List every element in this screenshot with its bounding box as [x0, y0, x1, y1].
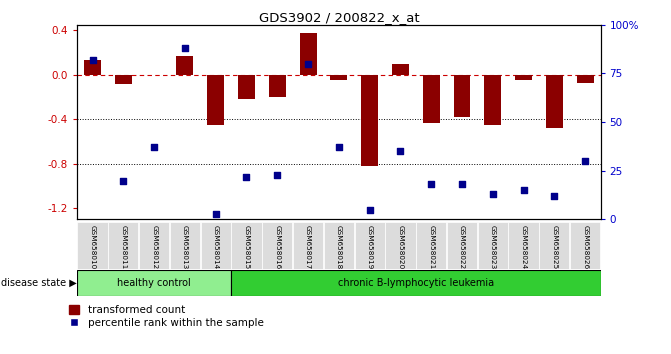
FancyBboxPatch shape	[108, 222, 138, 269]
FancyBboxPatch shape	[77, 222, 107, 269]
Title: GDS3902 / 200822_x_at: GDS3902 / 200822_x_at	[258, 11, 419, 24]
Text: healthy control: healthy control	[117, 278, 191, 288]
Point	[549, 193, 560, 199]
FancyBboxPatch shape	[231, 222, 262, 269]
Text: GSM658025: GSM658025	[552, 225, 558, 269]
Text: GSM658022: GSM658022	[459, 225, 465, 269]
Text: GSM658017: GSM658017	[305, 225, 311, 269]
FancyBboxPatch shape	[478, 222, 508, 269]
Point	[303, 61, 313, 67]
Bar	[454, 75, 470, 117]
Point	[395, 149, 406, 154]
Text: GSM658018: GSM658018	[336, 225, 342, 269]
Text: GSM658012: GSM658012	[151, 225, 157, 269]
FancyBboxPatch shape	[77, 270, 231, 296]
Point	[272, 172, 282, 178]
Bar	[84, 61, 101, 75]
Text: chronic B-lymphocytic leukemia: chronic B-lymphocytic leukemia	[338, 278, 494, 288]
Point	[118, 178, 129, 183]
Text: GSM658021: GSM658021	[428, 225, 434, 269]
FancyBboxPatch shape	[293, 222, 323, 269]
Bar	[299, 33, 317, 75]
Point	[210, 211, 221, 217]
Bar	[484, 75, 501, 125]
Bar	[207, 75, 224, 125]
Point	[180, 45, 191, 51]
Text: GSM658013: GSM658013	[182, 225, 188, 269]
FancyBboxPatch shape	[324, 222, 354, 269]
Text: GSM658020: GSM658020	[397, 225, 403, 269]
Bar	[269, 75, 286, 97]
Bar	[238, 75, 255, 99]
FancyBboxPatch shape	[231, 270, 601, 296]
Text: GSM658014: GSM658014	[213, 225, 219, 269]
FancyBboxPatch shape	[509, 222, 539, 269]
FancyBboxPatch shape	[262, 222, 293, 269]
FancyBboxPatch shape	[447, 222, 477, 269]
FancyBboxPatch shape	[354, 222, 384, 269]
Legend: transformed count, percentile rank within the sample: transformed count, percentile rank withi…	[69, 305, 264, 328]
Text: GSM658010: GSM658010	[89, 225, 95, 269]
Text: GSM658015: GSM658015	[244, 225, 250, 269]
Bar	[392, 64, 409, 75]
Bar	[423, 75, 440, 123]
Point	[580, 158, 590, 164]
Text: GSM658024: GSM658024	[521, 225, 527, 269]
Point	[518, 188, 529, 193]
Text: disease state ▶: disease state ▶	[1, 278, 77, 288]
FancyBboxPatch shape	[385, 222, 415, 269]
Point	[149, 144, 160, 150]
Bar	[115, 75, 132, 84]
FancyBboxPatch shape	[570, 222, 601, 269]
FancyBboxPatch shape	[539, 222, 570, 269]
Point	[487, 191, 498, 197]
Point	[333, 144, 344, 150]
Point	[87, 57, 98, 63]
Text: GSM658016: GSM658016	[274, 225, 280, 269]
Point	[364, 207, 375, 212]
Text: GSM658023: GSM658023	[490, 225, 496, 269]
Bar	[576, 75, 594, 82]
Bar	[361, 75, 378, 166]
Bar	[515, 75, 532, 80]
FancyBboxPatch shape	[170, 222, 200, 269]
Bar	[546, 75, 563, 128]
FancyBboxPatch shape	[416, 222, 446, 269]
FancyBboxPatch shape	[201, 222, 231, 269]
Text: GSM658019: GSM658019	[366, 225, 372, 269]
Bar	[176, 56, 193, 75]
Bar	[330, 75, 348, 80]
Point	[426, 182, 437, 187]
Text: GSM658011: GSM658011	[120, 225, 126, 269]
FancyBboxPatch shape	[139, 222, 169, 269]
Point	[241, 174, 252, 179]
Text: GSM658026: GSM658026	[582, 225, 588, 269]
Point	[457, 182, 468, 187]
